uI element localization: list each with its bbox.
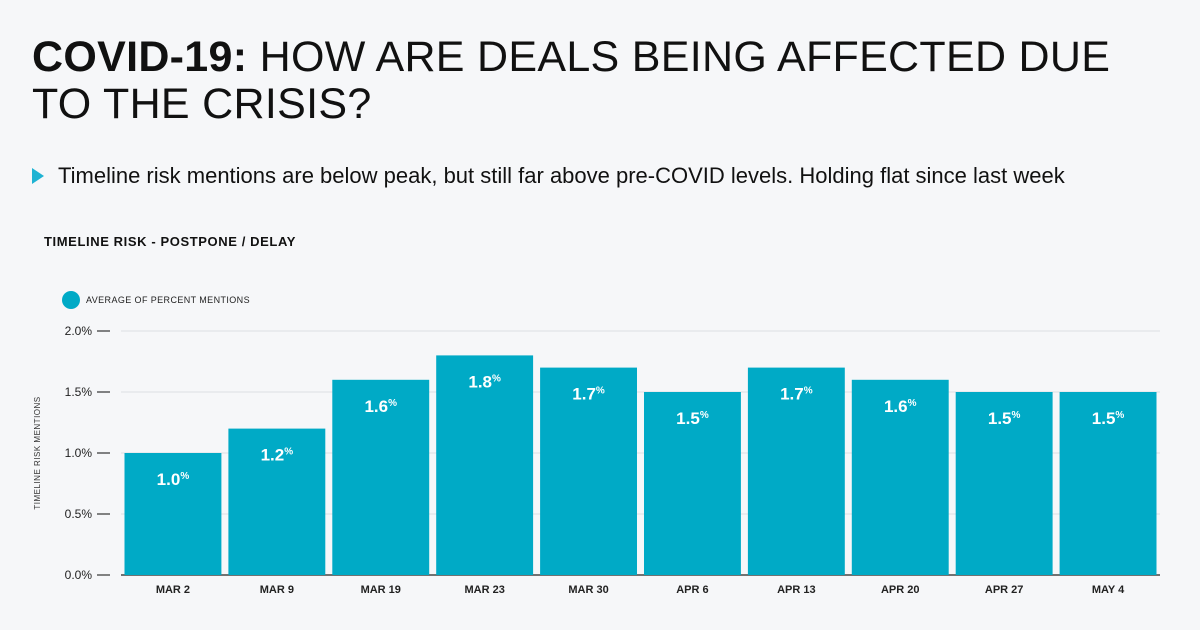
data-label: 1.5%	[676, 409, 709, 428]
title-rest: HOW ARE DEALS BEING AFFECTED DUE TO THE …	[32, 33, 1111, 128]
title-bold: COVID-19:	[32, 33, 248, 81]
subtitle: Timeline risk mentions are below peak, b…	[32, 162, 1065, 190]
chart-title: TIMELINE RISK - POSTPONE / DELAY	[44, 234, 297, 249]
y-tick-label: 1.0%	[65, 446, 93, 460]
bar	[1059, 392, 1157, 575]
data-label: 1.7%	[572, 385, 605, 404]
data-label: 1.6%	[364, 397, 397, 416]
data-label: 1.8%	[468, 372, 501, 391]
x-tick-label: MAR 9	[260, 584, 294, 596]
data-label: 1.7%	[780, 385, 813, 404]
data-label: 1.6%	[884, 397, 917, 416]
data-label: 1.5%	[988, 409, 1021, 428]
x-tick-label: APR 6	[676, 584, 708, 596]
bar	[332, 379, 430, 575]
bar	[540, 367, 637, 575]
y-tick-label: 0.5%	[65, 507, 93, 521]
x-tick-label: APR 20	[881, 584, 920, 596]
chart-legend: AVERAGE OF PERCENT MENTIONS	[62, 291, 250, 309]
y-axis-label: TIMELINE RISK MENTIONS	[33, 396, 42, 509]
bar	[436, 355, 534, 575]
x-tick-label: MAR 30	[568, 584, 608, 596]
legend-label: AVERAGE OF PERCENT MENTIONS	[86, 295, 250, 305]
page-title: COVID-19: HOW ARE DEALS BEING AFFECTED D…	[32, 34, 1132, 128]
bar	[124, 453, 222, 575]
subtitle-text: Timeline risk mentions are below peak, b…	[58, 163, 1065, 188]
data-label: 1.5%	[1092, 409, 1125, 428]
bar	[955, 392, 1053, 575]
x-tick-label: MAY 4	[1092, 584, 1125, 596]
data-label: 1.2%	[261, 446, 294, 465]
x-tick-label: MAR 23	[464, 584, 504, 596]
data-label: 1.0%	[157, 470, 190, 489]
x-tick-label: MAR 2	[156, 584, 190, 596]
legend-swatch-icon	[62, 291, 80, 309]
bar	[851, 379, 949, 575]
bar	[644, 392, 741, 575]
y-tick-label: 0.0%	[65, 568, 93, 582]
x-tick-label: APR 27	[985, 584, 1024, 596]
x-tick-label: APR 13	[777, 584, 816, 596]
bar	[228, 428, 326, 575]
y-tick-label: 2.0%	[65, 324, 93, 338]
y-tick-label: 1.5%	[65, 385, 93, 399]
bar	[747, 367, 845, 575]
triangle-bullet-icon	[32, 168, 44, 184]
x-tick-label: MAR 19	[361, 584, 401, 596]
